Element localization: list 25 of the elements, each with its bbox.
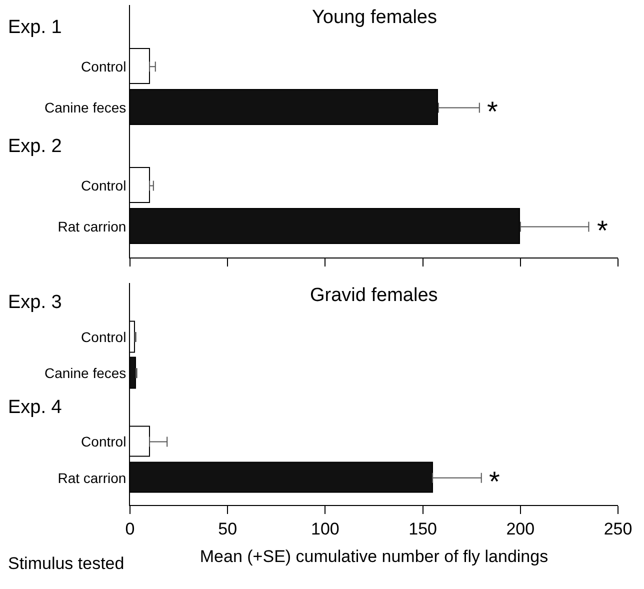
- y-tick-label: Canine feces: [44, 365, 126, 382]
- y-tick-label: Rat carrion: [58, 218, 126, 235]
- y-tick-label: Canine feces: [44, 100, 126, 116]
- data-label: *: [489, 466, 500, 497]
- text: Exp. 1: [8, 17, 62, 38]
- data-label: *: [597, 215, 608, 246]
- y-tick-label: Rat carrion: [58, 470, 126, 486]
- y-tick-label: Control: [81, 328, 126, 345]
- x-tick-label: 150: [408, 519, 437, 538]
- x-tick-label: 50: [218, 519, 238, 538]
- y-tick-label: Control: [81, 178, 126, 194]
- text: Exp. 2: [8, 136, 62, 157]
- x-tick-label: 100: [311, 519, 340, 538]
- chart-title: Gravid females: [310, 285, 438, 306]
- x-axis-title: Mean (+SE) cumulative number of fly landings: [200, 546, 548, 566]
- x-tick-label: 200: [506, 519, 535, 538]
- chart-title: Young females: [312, 7, 438, 28]
- x-tick-label: 250: [604, 519, 632, 538]
- text: Exp. 3: [8, 292, 62, 313]
- x-tick-label: 0: [125, 519, 135, 538]
- text: Exp. 4: [8, 397, 62, 418]
- data-label: *: [487, 96, 498, 127]
- y-tick-label: Control: [81, 434, 126, 450]
- y-tick-label: Control: [81, 58, 126, 75]
- y-axis-title: Stimulus tested: [8, 554, 124, 573]
